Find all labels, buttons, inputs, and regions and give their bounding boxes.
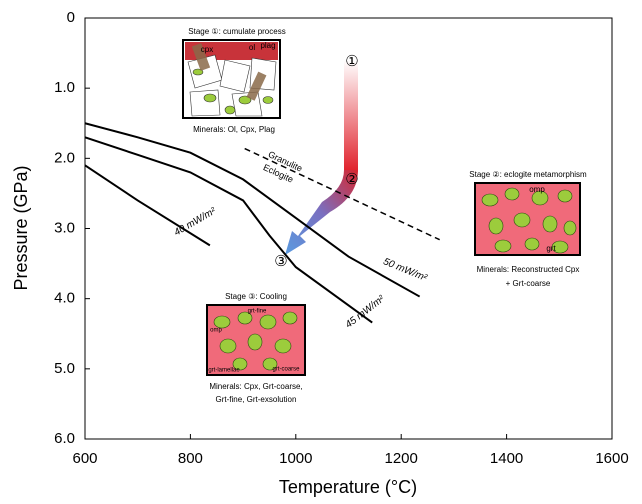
y-axis-label: Pressure (GPa) <box>11 165 31 290</box>
path-arrow-top <box>344 60 358 172</box>
x-tick-label: 1200 <box>385 450 418 467</box>
geotherm-line <box>84 164 211 247</box>
geotherm-line <box>84 122 421 298</box>
y-tick-label: 3.0 <box>54 219 75 236</box>
path-label: ② <box>345 170 358 188</box>
y-tick-label: 4.0 <box>54 290 75 307</box>
inset-label: grt <box>546 244 556 253</box>
x-tick-label: 1000 <box>279 450 312 467</box>
series-label: 40 mW/m² <box>172 205 218 238</box>
path-arrow-bottom <box>285 170 358 255</box>
inset-label: omp <box>210 328 222 334</box>
inset-1 <box>182 39 281 119</box>
inset-label: cpx <box>201 45 213 54</box>
x-axis-label: Temperature (°C) <box>279 477 417 497</box>
x-tick-label: 800 <box>178 450 203 467</box>
inset-label: grt-coarse <box>272 367 300 373</box>
path-label: ③ <box>274 252 287 270</box>
inset-minerals: Minerals: Ol, Cpx, Plag <box>193 125 275 134</box>
inset-minerals: Grt-fine, Grt-exsolution <box>216 395 297 404</box>
x-tick-label: 1400 <box>490 450 523 467</box>
x-tick-label: 1600 <box>595 450 628 467</box>
inset-title: Stage ①: cumulate process <box>188 27 285 36</box>
inset-label: ol <box>249 43 255 52</box>
series-label: 45 mW/m² <box>344 293 388 330</box>
geotherm-line <box>84 136 373 324</box>
y-tick-label: 0 <box>67 9 75 26</box>
inset-label: plag <box>260 41 275 50</box>
phase-boundary <box>244 147 440 241</box>
x-tick-label: 600 <box>72 450 97 467</box>
y-tick-label: 1.0 <box>54 79 75 96</box>
inset-minerals: + Grt-coarse <box>506 279 551 288</box>
inset-minerals: Minerals: Cpx, Grt-coarse, <box>209 382 302 391</box>
inset-label: grt-fine <box>248 309 267 315</box>
inset-title: Stage ③: Cooling <box>225 292 287 301</box>
y-tick-label: 6.0 <box>54 430 75 447</box>
inset-title: Stage ②: eclogite metamorphism <box>469 170 587 179</box>
inset-3 <box>206 304 306 376</box>
inset-label: omp <box>529 185 545 194</box>
y-tick-label: 5.0 <box>54 360 75 377</box>
inset-minerals: Minerals: Reconstructed Cpx <box>477 265 580 274</box>
path-label: ① <box>345 52 358 70</box>
inset-2 <box>474 182 581 256</box>
inset-label: grt-lamellae <box>208 368 240 374</box>
y-tick-label: 2.0 <box>54 149 75 166</box>
